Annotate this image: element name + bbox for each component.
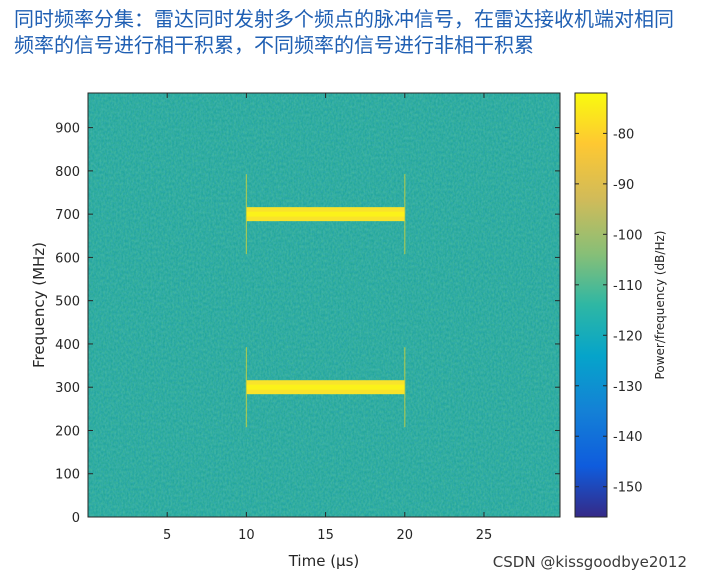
- colorbar-tick-label: -100: [613, 228, 643, 243]
- x-axis: 5 10 15 20 25: [163, 93, 492, 543]
- y-axis: 0 100 200 300 400 500 600 700 800 900: [55, 122, 560, 526]
- x-axis-label: Time (μs): [288, 552, 360, 570]
- y-tick-label: 700: [55, 208, 80, 223]
- colorbar-tick-label: -130: [613, 380, 643, 395]
- y-tick-label: 800: [55, 165, 80, 180]
- noise-texture-blue: [88, 93, 560, 517]
- y-axis-label: Frequency (MHz): [30, 242, 48, 368]
- slide-heading: 同时频率分集：雷达同时发射多个频点的脉冲信号，在雷达接收机端对相同频率的信号进行…: [14, 7, 674, 57]
- colorbar-tick-label: -80: [613, 127, 634, 142]
- colorbar-gradient: [574, 92, 608, 518]
- y-tick-label: 200: [55, 424, 80, 439]
- y-tick-label: 500: [55, 295, 80, 310]
- colorbar-tick-label: -90: [613, 178, 634, 193]
- colorbar: -80 -90 -100 -110 -120 -130 -140 -150 Power/fre…: [574, 92, 667, 518]
- colorbar-tick-label: -120: [613, 329, 643, 344]
- colorbar-ticks: -80 -90 -100 -110 -120 -130 -140 -150: [575, 127, 643, 496]
- y-tick-label: 600: [55, 251, 80, 266]
- plot-frame: [87, 92, 561, 518]
- plot-area: 5 10 15 20 25 0 100 200 300 400 500 600 700 800 900 T…: [30, 92, 561, 570]
- x-tick-label: 20: [397, 528, 414, 543]
- colorbar-tick-label: -150: [613, 481, 643, 496]
- x-tick-label: 15: [317, 528, 334, 543]
- x-tick-label: 5: [163, 528, 171, 543]
- y-tick-label: 300: [55, 381, 80, 396]
- signal-bands: [245, 174, 406, 428]
- colorbar-label: Power/frequency (dB/Hz): [653, 231, 667, 380]
- signal-core-1: [246, 211, 405, 217]
- x-tick-label: 25: [476, 528, 493, 543]
- x-tick-label: 10: [238, 528, 255, 543]
- y-tick-label: 900: [55, 122, 80, 137]
- y-tick-label: 400: [55, 338, 80, 353]
- y-tick-label: 100: [55, 468, 80, 483]
- colorbar-tick-label: -140: [613, 430, 643, 445]
- colorbar-tick-label: -110: [613, 279, 643, 294]
- watermark: CSDN @kissgoodbye2012: [492, 553, 687, 571]
- signal-core-2: [246, 384, 405, 390]
- y-tick-label: 0: [72, 511, 80, 526]
